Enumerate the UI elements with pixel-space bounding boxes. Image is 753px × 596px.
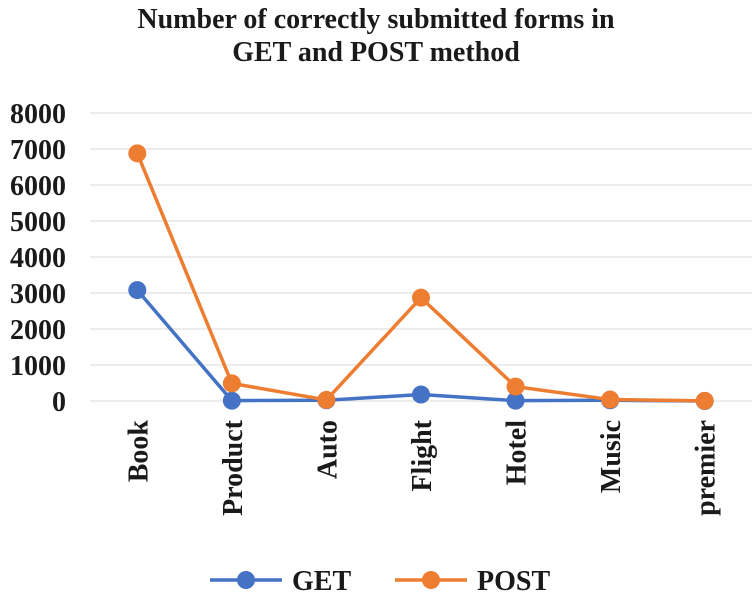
y-tick-label: 7000 [10, 135, 66, 166]
x-tick-label-book: Book [123, 420, 154, 483]
data-point-get-product [222, 391, 241, 410]
y-axis-tick-labels: 0 1000 2000 3000 4000 5000 6000 7000 8000 [10, 99, 66, 418]
legend-marker-get [237, 571, 255, 589]
series-post [128, 144, 714, 410]
series-line-post [135, 152, 705, 403]
x-tick-label-premier: premier [691, 420, 722, 516]
y-tick-label: 0 [52, 387, 66, 418]
y-tick-label: 5000 [10, 207, 66, 238]
legend-label-post: POST [477, 566, 550, 596]
gridlines [90, 112, 752, 402]
x-tick-label-hotel: Hotel [502, 420, 533, 486]
data-point-post-auto [317, 390, 336, 409]
x-tick-label-music: Music [596, 420, 627, 493]
legend-marker-post [422, 571, 440, 589]
chart-title-line-2: GET and POST method [232, 37, 520, 68]
series-lines [128, 144, 714, 410]
data-point-get-flight [412, 385, 430, 404]
data-point-get-book [128, 281, 147, 300]
legend-item-get: GET [210, 566, 351, 596]
y-tick-label: 2000 [10, 315, 66, 346]
data-point-post-premier [695, 391, 714, 410]
legend-item-post: POST [395, 566, 550, 596]
data-point-post-hotel [506, 377, 525, 396]
y-tick-label: 6000 [10, 171, 66, 202]
data-point-post-music [601, 390, 620, 409]
data-point-post-product [222, 374, 241, 393]
chart-title-line-1: Number of correctly submitted forms in [137, 4, 615, 35]
y-tick-label: 4000 [10, 243, 66, 274]
y-tick-label: 8000 [10, 99, 66, 130]
legend: GET POST [210, 566, 550, 596]
legend-label-get: GET [292, 566, 351, 596]
x-tick-label-auto: Auto [312, 420, 343, 479]
x-tick-label-product: Product [218, 419, 249, 516]
data-point-get-hotel [506, 391, 525, 410]
x-axis-tick-labels: Book Product Auto Flight Hotel Music premier [123, 419, 721, 516]
y-tick-label: 1000 [10, 351, 66, 382]
data-point-post-flight [412, 288, 430, 307]
series-line-get [135, 288, 705, 403]
chart-title: Number of correctly submitted forms in G… [137, 4, 615, 68]
y-tick-label: 3000 [10, 279, 66, 310]
x-tick-label-flight: Flight [407, 419, 438, 491]
data-point-post-book [128, 144, 147, 163]
